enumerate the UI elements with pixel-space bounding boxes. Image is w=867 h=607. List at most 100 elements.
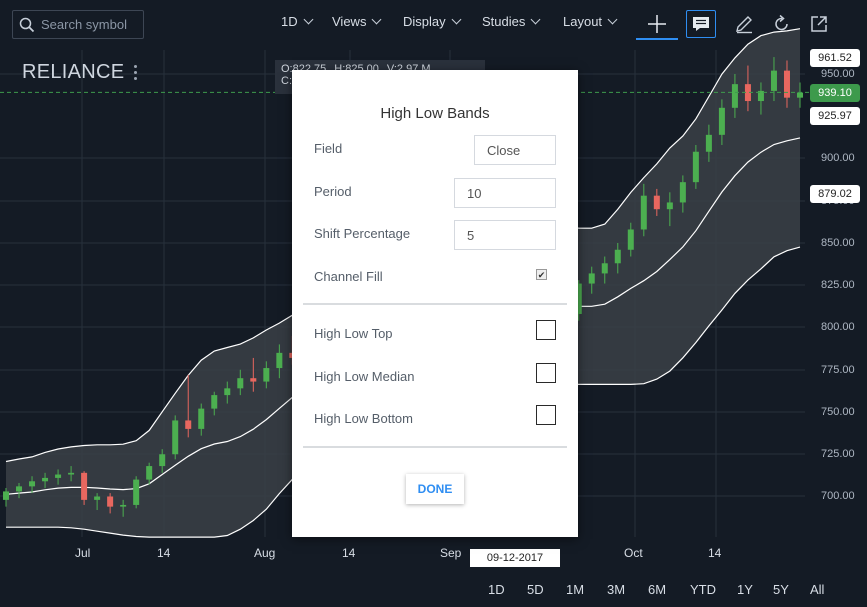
search-box[interactable] [12, 10, 144, 39]
channel-fill-checkbox[interactable]: ✔ [536, 269, 547, 280]
band-median-tag: 925.97 [810, 107, 860, 125]
crosshair-button[interactable] [642, 10, 672, 38]
interval-menu[interactable]: 1D [281, 14, 314, 29]
y-axis-label: 725.00 [821, 448, 855, 460]
candle-body [614, 249, 621, 264]
range-1m[interactable]: 1M [566, 582, 585, 597]
candle-body [783, 70, 790, 98]
y-axis-label: 800.00 [821, 321, 855, 333]
y-axis-label: 900.00 [821, 152, 855, 164]
plus-icon [648, 15, 666, 33]
candle-body [94, 496, 101, 500]
range-5d[interactable]: 5D [527, 582, 544, 597]
draw-button[interactable] [729, 10, 759, 38]
range-ytd[interactable]: YTD [690, 582, 716, 597]
shift-percentage-input-box[interactable] [454, 220, 556, 250]
range-1d[interactable]: 1D [488, 582, 505, 597]
candle-body [81, 472, 88, 500]
candle-body [198, 408, 205, 429]
high-low-median-color-swatch[interactable] [536, 363, 556, 383]
high-low-top-color-swatch[interactable] [536, 320, 556, 340]
x-axis-label: Oct [624, 546, 643, 560]
chevron-down-icon [607, 14, 618, 25]
range-3m[interactable]: 3M [607, 582, 626, 597]
field-label: Field [314, 141, 343, 156]
studies-menu[interactable]: Studies [482, 14, 541, 29]
x-axis-label: 14 [157, 546, 171, 560]
candle-body [159, 454, 166, 467]
divider [303, 303, 567, 305]
refresh-button[interactable] [767, 10, 797, 38]
comment-button[interactable] [686, 10, 716, 38]
candle-body [29, 481, 36, 487]
display-menu[interactable]: Display [403, 14, 462, 29]
y-axis-label: 850.00 [821, 237, 855, 249]
x-axis-label: Jul [75, 546, 91, 560]
kebab-menu-icon[interactable] [134, 65, 137, 83]
range-5y[interactable]: 5Y [773, 582, 789, 597]
comment-icon [693, 17, 709, 31]
high-low-bottom-label: High Low Bottom [314, 411, 413, 426]
candle-body [42, 477, 49, 482]
band-top-tag: 961.52 [810, 49, 860, 67]
band-bottom-tag: 879.02 [810, 185, 860, 203]
search-icon [19, 17, 35, 32]
channel-fill-label: Channel Fill [314, 269, 383, 284]
shift-percentage-label: Shift Percentage [314, 226, 411, 241]
candle-body [250, 378, 257, 382]
range-6m[interactable]: 6M [648, 582, 667, 597]
symbol-label: RELIANCE [22, 61, 125, 83]
candle-body [133, 479, 140, 505]
high-low-bottom-color-swatch[interactable] [536, 405, 556, 425]
shift-percentage-input[interactable] [467, 227, 547, 243]
layout-menu[interactable]: Layout [563, 14, 618, 29]
period-input-box[interactable] [454, 178, 556, 208]
interval-label: 1D [281, 14, 298, 29]
field-select[interactable]: Close [474, 135, 556, 165]
divider [303, 446, 567, 448]
high-low-median-label: High Low Median [314, 369, 415, 384]
views-menu[interactable]: Views [332, 14, 382, 29]
crosshair-date-label: 09-12-2017 [470, 549, 560, 567]
candle-body [211, 395, 218, 409]
popout-button[interactable] [804, 10, 834, 38]
last-price-tag: 939.10 [810, 84, 860, 102]
candle-body [718, 107, 725, 135]
candle-body [575, 283, 582, 314]
range-1y[interactable]: 1Y [737, 582, 753, 597]
y-axis-label: 775.00 [821, 364, 855, 376]
y-axis-label: 750.00 [821, 406, 855, 418]
candle-body [237, 378, 244, 389]
candle-body [797, 92, 803, 98]
layout-label: Layout [563, 14, 603, 29]
high-low-top-label: High Low Top [314, 326, 393, 341]
done-button[interactable]: DONE [406, 474, 464, 504]
x-axis-label: Aug [254, 546, 276, 560]
candle-body [120, 504, 127, 507]
period-label: Period [314, 184, 352, 199]
candle-body [666, 202, 673, 210]
ohlc-close: C: [281, 75, 292, 87]
y-axis-label: 950.00 [821, 68, 855, 80]
search-input[interactable] [41, 17, 141, 32]
candle-body [744, 84, 751, 102]
candle-body [679, 182, 686, 203]
field-select-value: Close [487, 142, 521, 158]
period-input[interactable] [467, 185, 547, 201]
candle-body [107, 496, 114, 507]
candle-body [770, 70, 777, 91]
candle-body [146, 466, 153, 480]
external-link-icon [811, 16, 827, 32]
chevron-down-icon [372, 14, 382, 25]
candle-body [627, 229, 634, 250]
refresh-icon [775, 14, 788, 31]
candle-body [692, 151, 699, 183]
candle-body [3, 491, 9, 500]
candle-body [588, 273, 595, 284]
candle-body [16, 486, 23, 492]
range-all[interactable]: All [810, 582, 825, 597]
candle-body [172, 420, 179, 455]
studies-label: Studies [482, 14, 526, 29]
chevron-down-icon [451, 14, 462, 25]
y-axis-label: 700.00 [821, 490, 855, 502]
